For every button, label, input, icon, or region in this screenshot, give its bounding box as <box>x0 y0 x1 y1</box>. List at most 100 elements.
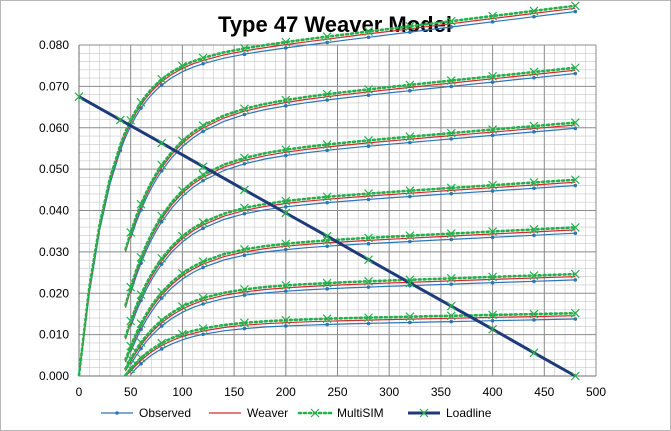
multisim-point <box>157 253 167 263</box>
tick-labels: 0 50 100 150 200 250 300 350 400 450 500 0.000 0.010… <box>39 38 606 399</box>
loadline-point <box>364 255 373 265</box>
observed-point <box>242 211 247 216</box>
multisim-point <box>364 135 373 145</box>
observed-point <box>325 287 329 291</box>
y-tick-label: 0.080 <box>39 38 69 52</box>
multisim-point <box>198 324 208 333</box>
observed-point <box>366 285 371 289</box>
multisim-point <box>570 269 580 279</box>
multisim-point <box>446 311 456 321</box>
multisim-point <box>322 89 332 99</box>
observed-point <box>408 30 412 34</box>
legend-label-multisim: MultiSIM <box>337 406 384 420</box>
series-multisim-line <box>124 121 577 307</box>
observed-point <box>532 14 536 19</box>
y-tick-label: 0.040 <box>39 204 69 218</box>
multisim-point <box>240 284 249 294</box>
multisim-point <box>240 104 249 114</box>
multisim-point <box>405 21 415 31</box>
observed-point <box>242 326 247 331</box>
observed-point <box>242 253 247 258</box>
observed-point <box>201 129 205 134</box>
loadline-series <box>74 92 580 381</box>
observed-point <box>284 205 288 209</box>
loadline-point <box>198 162 208 172</box>
multisim-point <box>364 84 373 94</box>
multisim-point <box>488 125 498 135</box>
x-tick-label: 200 <box>276 385 296 399</box>
multisim-point <box>488 272 498 282</box>
multisim-point <box>157 211 167 221</box>
multisim-point <box>446 229 456 239</box>
y-tick-label: 0.060 <box>39 121 69 135</box>
multisim-point <box>177 61 187 71</box>
observed-point <box>325 200 329 205</box>
series-multisim-line <box>124 272 577 370</box>
multisim-point <box>281 196 291 206</box>
observed-point <box>573 231 578 236</box>
multisim-point <box>529 67 539 77</box>
multisim-point <box>281 280 291 290</box>
observed-point <box>284 289 288 293</box>
series-multisim-line <box>124 311 577 377</box>
x-tick-label: 150 <box>224 385 244 399</box>
multisim-point <box>281 37 291 47</box>
multisim-point <box>136 290 146 300</box>
multisim-point <box>177 268 187 278</box>
y-tick-label: 0.030 <box>39 245 69 259</box>
x-tick-label: 0 <box>76 385 83 399</box>
observed-point <box>325 98 329 102</box>
multisim-point <box>240 153 249 163</box>
multisim-point <box>198 53 208 63</box>
multisim-point <box>198 121 208 130</box>
multisim-point <box>136 319 146 328</box>
multisim-point <box>364 189 373 199</box>
observed-point <box>573 9 578 14</box>
multisim-point <box>126 364 136 374</box>
loadline-point <box>115 115 125 125</box>
observed-point <box>366 241 371 246</box>
observed-point <box>159 262 164 266</box>
observed-point <box>573 278 578 282</box>
observed-point <box>408 194 412 199</box>
series-observed-line <box>130 318 576 375</box>
loadline-point <box>281 208 291 218</box>
multisim-point <box>446 273 456 283</box>
multisim-point <box>281 239 291 249</box>
observed-point <box>284 153 288 158</box>
multisim-point <box>240 244 249 254</box>
multisim-point <box>198 293 208 303</box>
multisim-point <box>126 227 136 237</box>
observed-point <box>532 130 536 134</box>
observed-point <box>242 52 247 56</box>
multisim-point <box>177 302 187 311</box>
observed-point <box>532 233 536 238</box>
y-tick-label: 0.020 <box>39 286 69 300</box>
observed-point <box>201 226 205 231</box>
observed-point <box>532 76 536 80</box>
multisim-point <box>405 312 415 322</box>
series-multisim-line <box>124 226 577 361</box>
legend: Observed Weaver MultiSIM Loadline <box>101 406 492 420</box>
multisim-point <box>364 276 373 286</box>
multisim-point <box>529 271 539 280</box>
multisim-point <box>364 27 373 36</box>
series-curves <box>77 1 580 377</box>
multisim-point <box>529 309 539 319</box>
observed-point <box>490 20 495 24</box>
observed-point <box>201 265 205 270</box>
multisim-point <box>322 32 332 42</box>
observed-point <box>449 282 454 286</box>
x-tick-label: 450 <box>534 385 554 399</box>
legend-label-loadline: Loadline <box>446 406 492 420</box>
observed-point <box>408 88 412 93</box>
multisim-point <box>177 136 187 146</box>
observed-point <box>490 280 495 285</box>
y-tick-label: 0.050 <box>39 162 69 176</box>
x-tick-label: 250 <box>327 385 347 399</box>
observed-point <box>366 93 371 97</box>
multisim-point <box>322 192 332 202</box>
series-observed-line <box>130 72 576 239</box>
observed-point <box>284 324 288 328</box>
